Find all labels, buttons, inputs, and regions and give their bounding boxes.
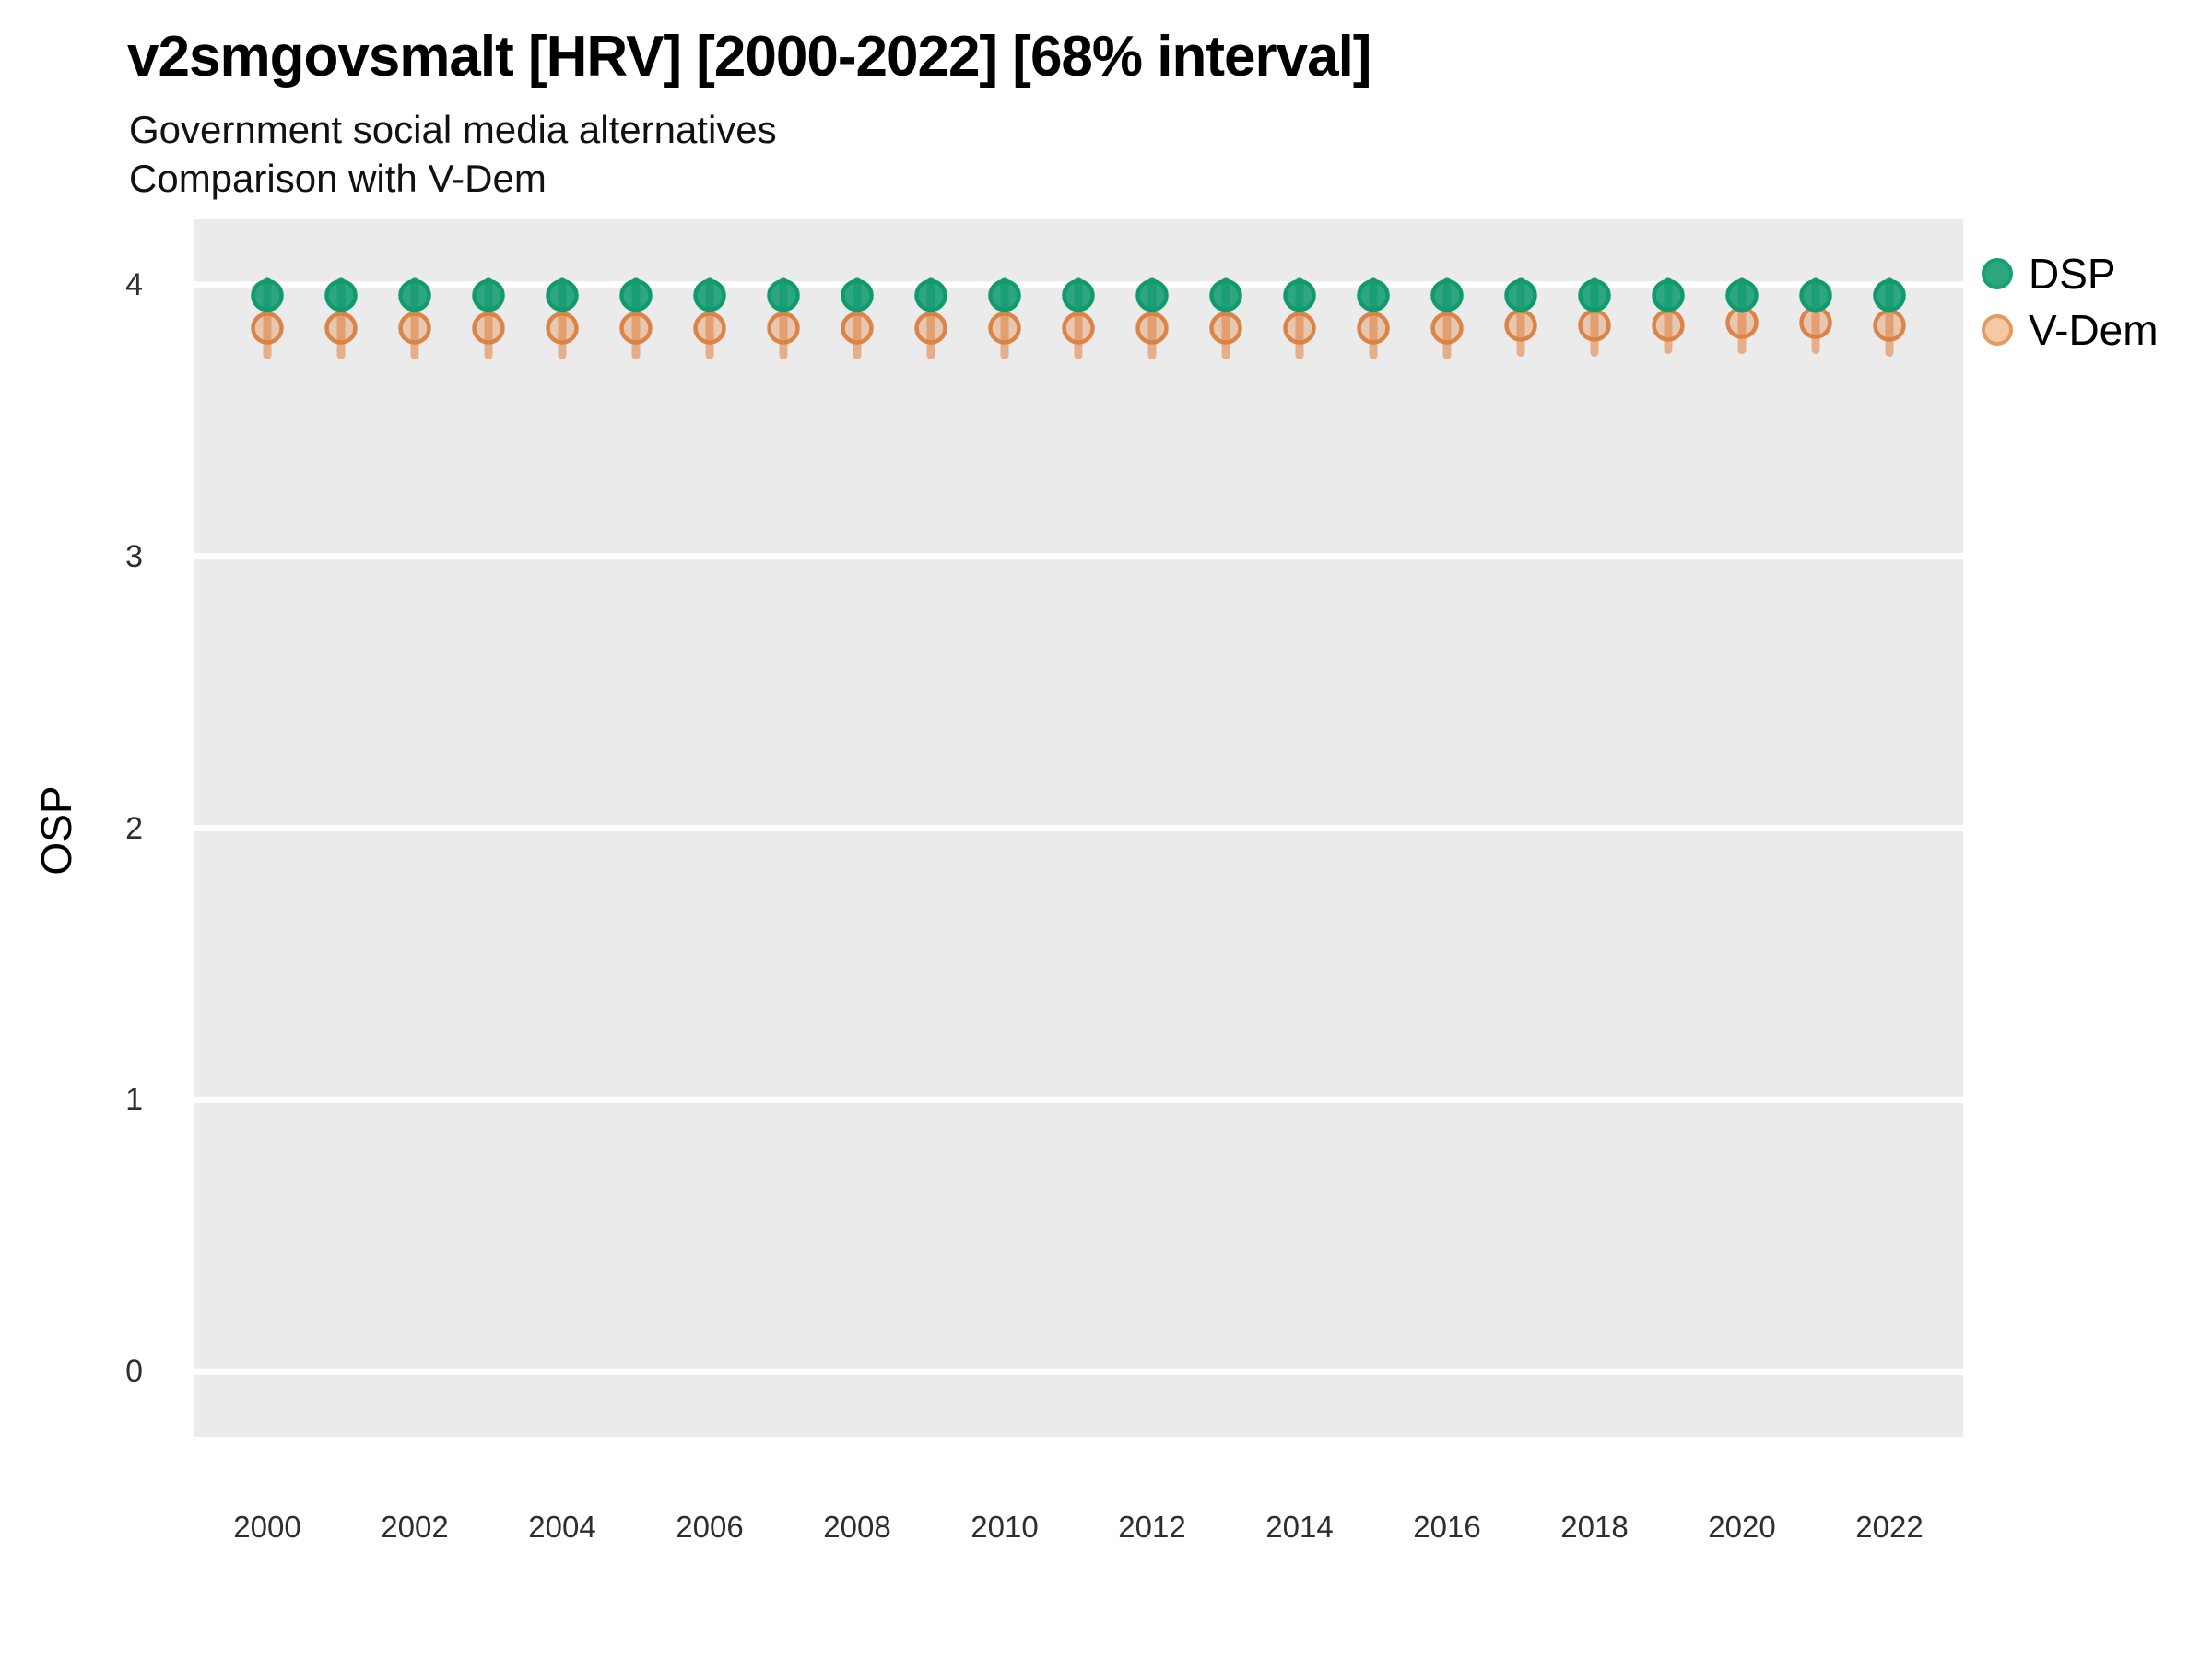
legend-key-circle-dsp (1982, 257, 2013, 289)
dsp-point-2020 (1725, 278, 1759, 312)
dsp-point-2009 (914, 278, 947, 312)
vdem-point-2010 (988, 312, 1021, 345)
gridline-y-0 (194, 1368, 1963, 1375)
vdem-point-2004 (546, 312, 579, 345)
dsp-point-2015 (1357, 278, 1390, 312)
dsp-point-2006 (693, 278, 726, 312)
x-tick-label-2002: 2002 (381, 1510, 449, 1544)
vdem-point-2020 (1725, 306, 1759, 339)
vdem-point-2021 (1799, 306, 1832, 339)
dsp-point-2003 (472, 278, 505, 312)
dsp-point-2021 (1799, 278, 1832, 312)
gridline-y-3 (194, 553, 1963, 560)
dsp-point-2001 (324, 278, 358, 312)
dsp-point-2000 (251, 278, 284, 312)
vdem-point-2017 (1504, 309, 1537, 342)
y-tick-label-0: 0 (125, 1354, 143, 1390)
dsp-point-2004 (546, 278, 579, 312)
x-tick-label-2008: 2008 (823, 1510, 891, 1544)
vdem-point-2007 (767, 312, 800, 345)
x-tick-label-2022: 2022 (1855, 1510, 1924, 1544)
legend-label-vdem: V-Dem (2029, 305, 2159, 354)
x-tick-label-2010: 2010 (971, 1510, 1039, 1544)
vdem-point-2009 (914, 312, 947, 345)
x-tick-label-2016: 2016 (1413, 1510, 1481, 1544)
vdem-point-2001 (324, 312, 358, 345)
y-tick-label-1: 1 (125, 1082, 143, 1118)
vdem-point-2016 (1430, 312, 1464, 345)
chart-subtitle: Government social media alternatives Com… (129, 105, 777, 203)
dsp-point-2016 (1430, 278, 1464, 312)
vdem-point-2002 (398, 312, 431, 345)
vdem-point-2003 (472, 312, 505, 345)
vdem-point-2006 (693, 312, 726, 345)
vdem-point-2018 (1578, 309, 1611, 342)
vdem-point-2008 (841, 312, 874, 345)
y-tick-label-4: 4 (125, 266, 143, 302)
dsp-point-2010 (988, 278, 1021, 312)
y-tick-label-2: 2 (125, 810, 143, 846)
legend-item-vdem: V-Dem (1982, 301, 2159, 358)
vdem-point-2022 (1873, 309, 1906, 342)
legend-key-circle-vdem (1982, 313, 2013, 346)
vdem-point-2014 (1283, 312, 1316, 345)
vdem-point-2015 (1357, 312, 1390, 345)
dsp-point-2008 (841, 278, 874, 312)
x-tick-label-2018: 2018 (1560, 1510, 1629, 1544)
dsp-point-2002 (398, 278, 431, 312)
vdem-point-2019 (1652, 309, 1685, 342)
vdem-point-2000 (251, 312, 284, 345)
gridline-y-2 (194, 825, 1963, 831)
legend: DSP V-Dem (1982, 245, 2159, 358)
x-tick-label-2020: 2020 (1708, 1510, 1776, 1544)
dsp-point-2013 (1209, 278, 1242, 312)
vdem-point-2005 (619, 312, 653, 345)
subtitle-line-1: Government social media alternatives (129, 108, 777, 151)
vdem-point-2013 (1209, 312, 1242, 345)
dsp-point-2019 (1652, 278, 1685, 312)
x-tick-label-2014: 2014 (1265, 1510, 1334, 1544)
vdem-point-2011 (1062, 312, 1095, 345)
gridline-y-1 (194, 1096, 1963, 1103)
vdem-point-2012 (1135, 312, 1169, 345)
dsp-point-2005 (619, 278, 653, 312)
y-tick-label-3: 3 (125, 538, 143, 574)
x-tick-label-2000: 2000 (233, 1510, 301, 1544)
chart-title: v2smgovsmalt [HRV] [2000-2022] [68% inte… (127, 25, 1371, 88)
legend-label-dsp: DSP (2029, 249, 2116, 298)
dsp-point-2011 (1062, 278, 1095, 312)
plot-area (194, 219, 1963, 1437)
dsp-point-2014 (1283, 278, 1316, 312)
dsp-point-2012 (1135, 278, 1169, 312)
dsp-point-2018 (1578, 278, 1611, 312)
x-tick-label-2012: 2012 (1118, 1510, 1186, 1544)
dsp-point-2007 (767, 278, 800, 312)
subtitle-line-2: Comparison with V-Dem (129, 157, 547, 200)
x-tick-label-2004: 2004 (528, 1510, 596, 1544)
legend-item-dsp: DSP (1982, 245, 2159, 301)
dsp-point-2017 (1504, 278, 1537, 312)
x-tick-label-2006: 2006 (676, 1510, 744, 1544)
dsp-point-2022 (1873, 278, 1906, 312)
